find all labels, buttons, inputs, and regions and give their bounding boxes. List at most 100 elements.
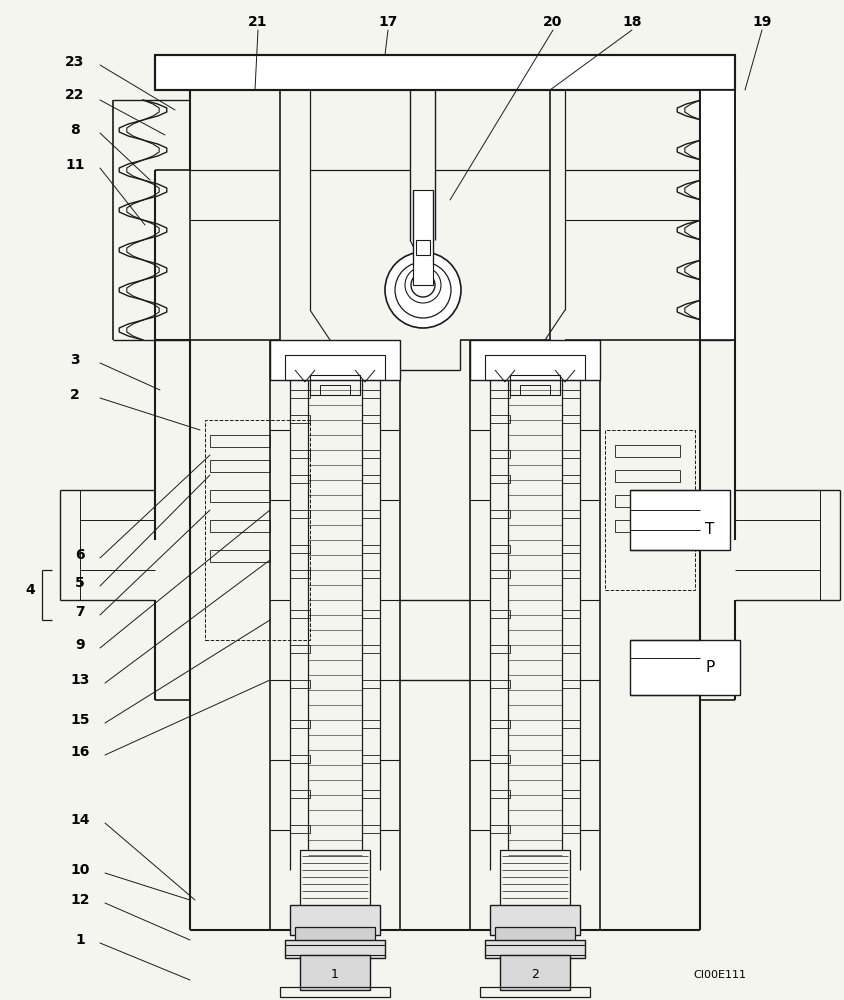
Bar <box>362 570 380 578</box>
Bar <box>485 940 585 958</box>
Bar <box>210 435 270 447</box>
Bar <box>362 790 380 798</box>
Bar <box>562 415 580 423</box>
Bar <box>562 825 580 833</box>
Bar <box>155 55 735 90</box>
Text: 1: 1 <box>75 933 85 947</box>
Bar <box>490 905 580 935</box>
Text: 21: 21 <box>248 15 268 29</box>
Text: T: T <box>706 522 715 538</box>
Text: 3: 3 <box>70 353 80 367</box>
Text: 18: 18 <box>622 15 641 29</box>
Bar <box>495 927 575 942</box>
Bar <box>615 495 680 507</box>
Bar <box>270 340 400 380</box>
Text: 10: 10 <box>70 863 89 877</box>
Bar <box>362 475 380 483</box>
Bar <box>562 680 580 688</box>
Bar <box>290 415 310 423</box>
Text: 9: 9 <box>75 638 84 652</box>
Bar <box>485 355 585 380</box>
Bar <box>615 445 680 457</box>
Bar <box>290 645 310 653</box>
Bar <box>700 90 735 340</box>
Bar <box>562 790 580 798</box>
Bar <box>490 720 510 728</box>
Bar <box>490 825 510 833</box>
Text: 4: 4 <box>25 583 35 597</box>
Bar <box>490 610 510 618</box>
Bar <box>605 430 695 590</box>
Bar <box>290 905 380 935</box>
Bar <box>362 510 380 518</box>
Bar <box>562 475 580 483</box>
Bar <box>615 470 680 482</box>
Bar <box>490 415 510 423</box>
Text: 14: 14 <box>70 813 89 827</box>
Text: 1: 1 <box>331 968 339 982</box>
Bar <box>562 390 580 398</box>
Bar <box>490 645 510 653</box>
Bar <box>562 610 580 618</box>
Bar <box>630 640 740 695</box>
Bar <box>630 490 730 550</box>
Bar <box>562 720 580 728</box>
Bar <box>362 450 380 458</box>
Text: 7: 7 <box>75 605 84 619</box>
Bar <box>290 680 310 688</box>
Text: 11: 11 <box>65 158 84 172</box>
Bar <box>490 790 510 798</box>
Bar <box>362 415 380 423</box>
Text: 15: 15 <box>70 713 89 727</box>
Bar <box>285 940 385 958</box>
Bar <box>562 570 580 578</box>
Bar <box>290 825 310 833</box>
Text: 6: 6 <box>75 548 84 562</box>
Bar <box>520 385 550 395</box>
Bar <box>310 375 360 395</box>
Text: 13: 13 <box>70 673 89 687</box>
Bar <box>290 570 310 578</box>
Bar <box>210 490 270 502</box>
Bar <box>480 987 590 997</box>
Text: 12: 12 <box>70 893 89 907</box>
Bar <box>300 955 370 990</box>
Text: CI00E111: CI00E111 <box>694 970 746 980</box>
Bar <box>300 850 370 930</box>
Bar <box>210 460 270 472</box>
Text: 19: 19 <box>752 15 771 29</box>
Bar <box>416 240 430 255</box>
Bar <box>562 645 580 653</box>
Bar <box>210 520 270 532</box>
Bar <box>562 510 580 518</box>
Bar <box>290 610 310 618</box>
Bar <box>562 450 580 458</box>
Bar <box>510 375 560 395</box>
Bar <box>490 390 510 398</box>
Bar <box>362 755 380 763</box>
Bar <box>362 390 380 398</box>
Bar <box>280 987 390 997</box>
Bar <box>285 355 385 380</box>
Bar <box>290 720 310 728</box>
Bar <box>290 450 310 458</box>
Bar <box>362 645 380 653</box>
Bar <box>290 510 310 518</box>
Text: 5: 5 <box>75 576 85 590</box>
Bar <box>290 790 310 798</box>
Bar <box>490 475 510 483</box>
Bar <box>500 850 570 930</box>
Bar <box>205 420 310 640</box>
Bar <box>470 340 600 380</box>
Bar <box>500 955 570 990</box>
Bar <box>295 927 375 942</box>
Bar <box>413 190 433 285</box>
Bar <box>290 755 310 763</box>
Bar <box>615 520 680 532</box>
Text: 22: 22 <box>65 88 84 102</box>
Text: 8: 8 <box>70 123 80 137</box>
Text: 2: 2 <box>70 388 80 402</box>
Bar <box>362 680 380 688</box>
Bar <box>320 385 350 395</box>
Text: 16: 16 <box>70 745 89 759</box>
